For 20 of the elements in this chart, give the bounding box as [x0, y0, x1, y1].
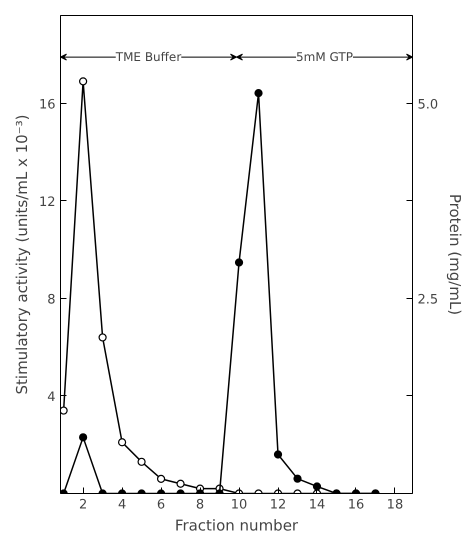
x-tick-label: 2 — [78, 498, 88, 512]
x-tick-label: 14 — [308, 498, 326, 512]
y-axis-title: Stimulatory activity (units/mL x 10⁻³) — [12, 114, 31, 395]
y-tick-label: 12 — [38, 194, 56, 210]
y2-tick-label: 5.0 — [418, 97, 438, 112]
x-tick-label: 4 — [118, 498, 126, 512]
y2-tick-label: 2.5 — [418, 292, 438, 308]
y2-axis-title: Protein (mg/mL) — [446, 194, 464, 316]
x-tick-label: 8 — [196, 498, 204, 512]
x-tick-label: 18 — [386, 498, 404, 512]
y-tick-label: 16 — [38, 97, 56, 112]
y-tick-label: 8 — [47, 292, 56, 308]
x-tick-label: 10 — [230, 498, 248, 512]
annotation: 5mM GTP — [296, 50, 353, 64]
x-tick-label: 12 — [270, 498, 286, 512]
y-tick-label: 4 — [47, 390, 56, 405]
x-tick-label: 16 — [348, 498, 364, 512]
annotation: TME Buffer — [114, 50, 182, 64]
x-axis-title: Fraction number — [174, 516, 299, 534]
x-tick-label: 6 — [156, 498, 166, 512]
